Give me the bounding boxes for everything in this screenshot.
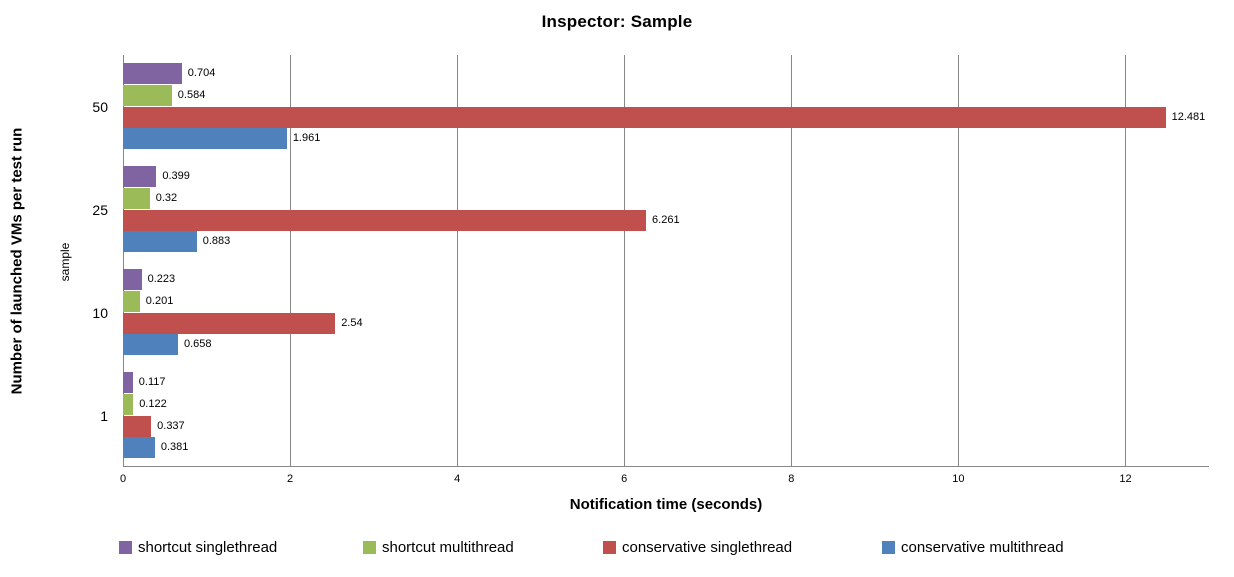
x-tick-label: 12: [1119, 473, 1132, 485]
bar-value-label: 0.223: [147, 273, 176, 285]
gridline: [624, 55, 626, 466]
bar-conservative-singlethread-10: [123, 312, 336, 334]
gridline: [457, 55, 459, 466]
bar-shortcut-singlethread-1: [123, 372, 133, 393]
bar-conservative-singlethread-1: [123, 415, 152, 437]
y-axis-title: Number of launched VMs per test run: [8, 127, 26, 395]
bar-value-label: 0.584: [177, 88, 206, 101]
bar-value-label: 0.399: [162, 170, 190, 182]
legend-item: conservative singlethread: [603, 539, 792, 556]
bar-value-label: 0.704: [187, 67, 216, 79]
bar-value-label: 0.658: [183, 338, 212, 351]
legend-item: shortcut multithread: [363, 539, 514, 556]
legend-label: conservative singlethread: [622, 539, 793, 556]
bar-conservative-multithread-1: [123, 437, 155, 459]
bar-conservative-multithread-50: [123, 128, 287, 150]
legend-item: shortcut singlethread: [119, 539, 277, 556]
legend-label: shortcut singlethread: [138, 539, 278, 556]
y-category-label: 1: [100, 407, 108, 424]
bar-value-label: 1.961: [292, 132, 321, 145]
x-tick-label: 8: [788, 473, 795, 485]
bar-value-label: 0.381: [160, 441, 189, 454]
x-tick-label: 2: [287, 473, 294, 485]
bar-value-label: 6.261: [652, 213, 680, 226]
legend-swatch-icon: [119, 541, 132, 554]
y-category-label: 50: [92, 98, 108, 115]
bar-value-label: 0.122: [139, 397, 167, 410]
bar-value-label: 0.337: [157, 419, 185, 432]
legend-label: conservative multithread: [901, 539, 1064, 556]
x-tick-label: 4: [454, 473, 461, 485]
x-tick-label: 6: [621, 473, 628, 485]
bar-shortcut-singlethread-50: [123, 63, 182, 84]
gridline: [1125, 55, 1127, 466]
bar-value-label: 0.32: [155, 191, 178, 204]
x-axis-title: Notification time (seconds): [569, 496, 763, 513]
legend-item: conservative multithread: [882, 539, 1064, 556]
y-category-label: 25: [92, 201, 108, 218]
bar-shortcut-multithread-10: [123, 290, 140, 312]
bar-shortcut-multithread-1: [123, 393, 134, 415]
legend: shortcut singlethread shortcut multithrea…: [0, 539, 1234, 559]
bar-conservative-singlethread-50: [123, 106, 1166, 128]
legend-swatch-icon: [603, 541, 616, 554]
y-axis-secondary-title: sample: [58, 242, 72, 282]
bar-conservative-singlethread-25: [123, 209, 647, 231]
y-category-label: 10: [92, 304, 108, 321]
legend-swatch-icon: [363, 541, 376, 554]
bar-shortcut-multithread-25: [123, 187, 150, 209]
plot-area: 0.704 0.584 12.481 1.961 0.399 0.32 6.261 0.883…: [123, 55, 1209, 467]
gridline: [290, 55, 292, 466]
gridline: [958, 55, 960, 466]
bar-value-label: 0.201: [145, 294, 174, 307]
bar-shortcut-multithread-50: [123, 84, 172, 106]
bar-value-label: 0.117: [138, 376, 166, 388]
legend-label: shortcut multithread: [382, 539, 514, 556]
gridline: [123, 55, 124, 466]
bar-value-label: 2.54: [341, 316, 363, 329]
legend-swatch-icon: [882, 541, 895, 554]
bar-value-label: 12.481: [1171, 110, 1206, 123]
x-tick-label: 10: [952, 473, 965, 485]
bar-conservative-multithread-25: [123, 231, 197, 253]
bar-shortcut-singlethread-25: [123, 166, 157, 187]
x-tick-label: 0: [119, 473, 127, 485]
bar-value-label: 0.883: [202, 235, 231, 248]
chart-title: Inspector: Sample: [541, 12, 693, 31]
gridline: [791, 55, 793, 466]
bar-shortcut-singlethread-10: [123, 269, 142, 290]
bar-conservative-multithread-10: [123, 334, 178, 356]
